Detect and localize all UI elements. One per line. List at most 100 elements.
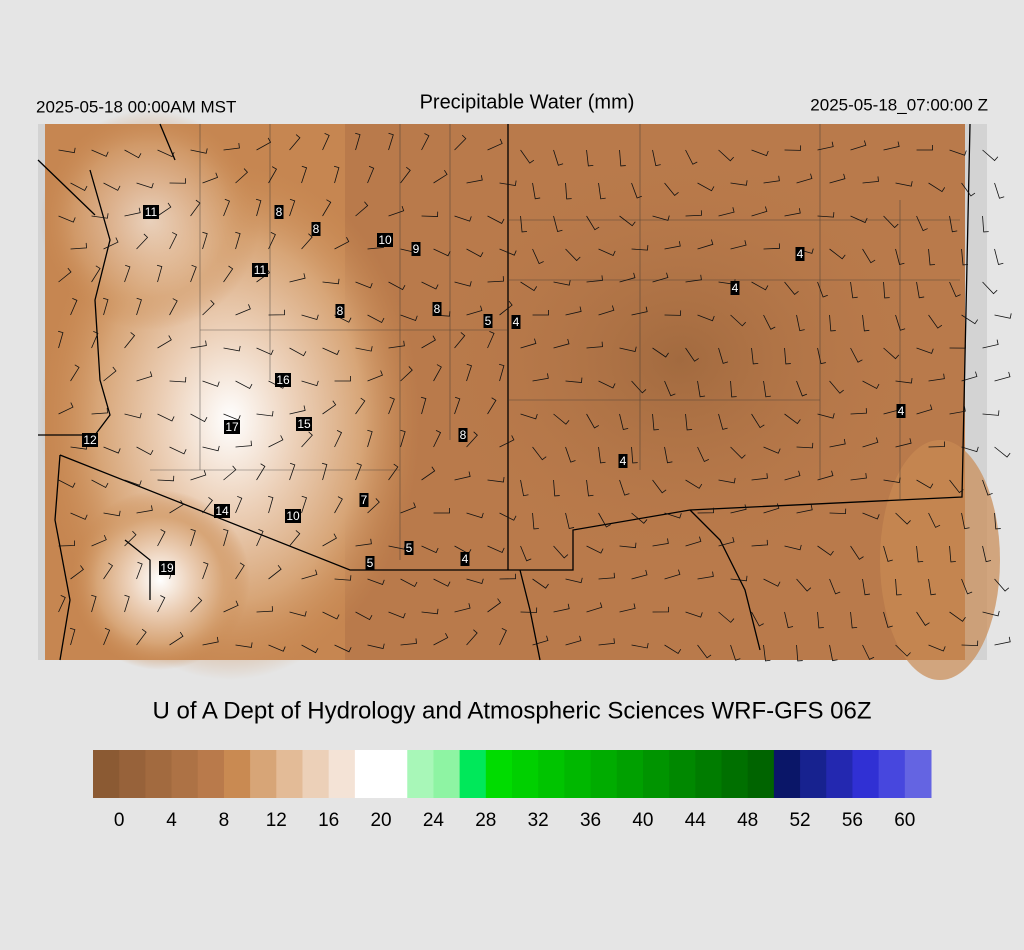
station-value: 19 [160,561,174,575]
wind-barb [829,248,846,260]
wind-barb [322,132,330,151]
station-value: 4 [797,247,804,261]
wind-barb [664,569,681,580]
colorbar-segment [852,750,880,798]
wind-barb [895,578,902,596]
wind-barb [751,149,769,157]
border [37,159,96,216]
wind-barb [586,479,594,497]
wind-barb [532,309,549,316]
wind-barb [169,232,178,250]
wind-barb [565,446,576,463]
wind-barb [124,479,142,486]
station-box [224,420,240,434]
wind-barb [268,435,284,448]
wind-barb [532,182,541,200]
wind-barb [202,172,219,184]
wind-barb [685,611,703,618]
wind-barb [751,473,768,481]
wind-barb [136,297,142,316]
station-value: 5 [406,541,413,555]
borders [37,123,971,661]
wind-barb [751,206,768,217]
border [59,123,971,571]
colorbar-tick-label: 56 [842,810,863,831]
colorbar-tick-label: 8 [219,810,230,831]
station-box [214,504,230,518]
wind-barb [961,371,978,382]
wind-barb [454,134,467,151]
wind-barb [499,180,517,187]
wind-barb [982,215,989,233]
wind-barb [895,512,911,525]
wind-barb [751,347,759,365]
wind-barb [58,147,76,154]
wind-barb [532,635,549,646]
wind-barb [982,410,1000,416]
colorbar-segment [538,750,565,798]
wind-barb [421,466,436,481]
wind-barb [784,208,801,217]
wind-barb [499,512,517,521]
wind-barb [895,644,911,657]
wind-barb [730,180,748,186]
wind-barb [895,248,905,265]
colorbar-segment [485,750,513,798]
station-value: 8 [313,222,320,236]
wind-barb [652,272,669,283]
colorbar-tick-label: 28 [475,810,496,831]
wind-barb [685,149,698,165]
colorbar-tick-label: 40 [632,810,653,831]
wind-barb [70,565,84,580]
wind-barb [58,595,66,613]
wind-barb [829,380,844,394]
wind-barb [136,628,147,646]
wind-barb [949,545,956,563]
wind-barb [652,347,669,358]
wind-barb [433,364,442,382]
wind-barb [70,182,88,191]
wind-barb [334,430,343,448]
wind-barb [652,215,670,221]
colorbar-segment [773,750,801,798]
wind-barb [652,479,667,494]
wind-barb [916,281,925,299]
wind-barb [400,638,417,646]
station-box [432,302,442,316]
wind-barb [223,345,241,352]
wind-barb [718,207,735,217]
wind-barb [268,564,282,580]
wind-barb [994,446,1011,458]
wind-barb [565,248,581,262]
wind-barb [322,533,337,547]
wind-barb [718,149,735,162]
wind-barb [883,477,901,484]
wind-barb [565,512,575,530]
station-value: 12 [83,433,97,447]
wind-barb [883,281,890,299]
wind-barb [400,366,413,382]
wind-barb [157,413,175,422]
wind-barb [619,603,636,613]
wind-barb [961,640,979,647]
colorbar-tick-label: 48 [737,810,758,831]
wind-barb [961,182,976,197]
wind-barb [619,542,637,549]
wind-barb [268,166,278,184]
wind-barb [916,611,930,626]
wind-barb [982,545,992,563]
wind-barb [730,314,746,327]
wind-barb [718,477,736,484]
wind-barb [499,300,513,316]
station-box [404,541,414,555]
wind-barb [895,438,912,448]
wind-barb [400,502,416,514]
station-box [159,561,175,575]
wind-barb [169,178,187,184]
colorbar-tick-label: 20 [370,810,391,831]
wind-barb [928,182,946,193]
wind-barb [334,375,351,382]
wind-barb [928,314,943,329]
colorbar-segment [747,750,775,798]
wind-barb [763,243,780,250]
